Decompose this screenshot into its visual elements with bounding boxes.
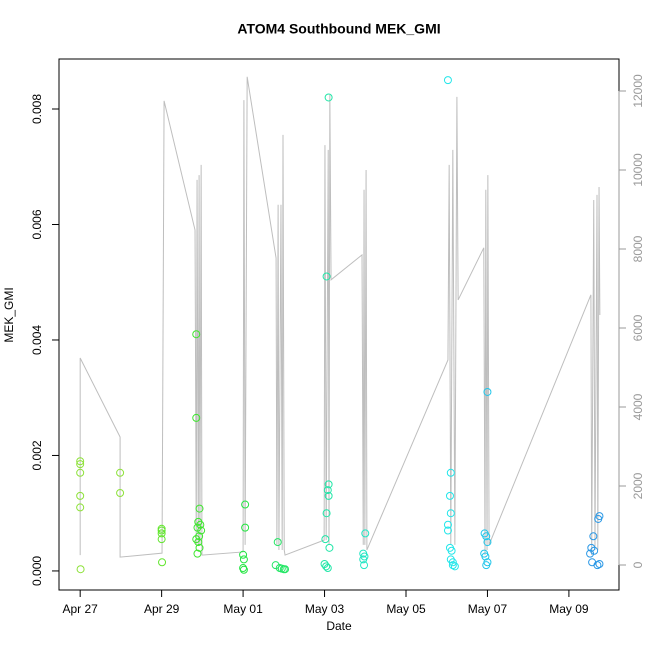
scatter-point xyxy=(360,561,369,570)
y2-tick-label: 12000 xyxy=(631,74,645,108)
scatter-point xyxy=(76,565,85,574)
x-tick-label: Apr 29 xyxy=(144,602,180,616)
scatter-point xyxy=(595,560,604,569)
scatter-point xyxy=(445,491,454,500)
scatter-point xyxy=(323,564,332,573)
x-tick-label: Apr 27 xyxy=(62,602,98,616)
scatter-point xyxy=(594,514,603,523)
scatter-point xyxy=(157,526,166,535)
scatter-point xyxy=(322,562,331,571)
scatter-point xyxy=(157,529,166,538)
scatter-point xyxy=(446,509,455,518)
scatter-point xyxy=(76,460,85,469)
y-tick-label: 0.000 xyxy=(30,556,44,586)
y-tick-label: 0.006 xyxy=(30,209,44,239)
x-tick-label: May 05 xyxy=(386,602,426,616)
scatter-point xyxy=(195,504,204,513)
scatter-point xyxy=(239,565,248,574)
scatter-point xyxy=(158,558,167,567)
scatter-point xyxy=(482,532,491,541)
scatter-point xyxy=(239,555,248,564)
scatter-point xyxy=(76,491,85,500)
scatter-point xyxy=(273,538,282,547)
y2-tick-label: 8000 xyxy=(631,235,645,262)
scatter-point xyxy=(322,272,331,281)
scatter-point xyxy=(443,520,452,529)
scatter-point xyxy=(324,491,333,500)
scatter-point xyxy=(321,535,330,544)
scatter-point xyxy=(590,546,599,555)
x-tick-label: May 01 xyxy=(223,602,263,616)
plot-frame xyxy=(58,58,620,591)
scatter-point xyxy=(193,549,202,558)
scatter-point xyxy=(361,529,370,538)
scatter-point xyxy=(241,523,250,532)
y2-tick-label: 6000 xyxy=(631,314,645,341)
y-tick-label: 0.008 xyxy=(30,94,44,124)
y-tick-label: 0.004 xyxy=(30,325,44,355)
x-tick-label: May 09 xyxy=(549,602,589,616)
scatter-point xyxy=(281,565,290,574)
scatter-point xyxy=(157,535,166,544)
scatter-point xyxy=(192,330,201,339)
y2-tick-label: 2000 xyxy=(631,472,645,499)
scatter-point xyxy=(322,509,331,518)
x-tick-label: May 03 xyxy=(305,602,345,616)
y2-tick-label: 10000 xyxy=(631,153,645,187)
y-axis-label: MEK_GMI xyxy=(2,287,16,342)
scatter-point xyxy=(196,520,205,529)
scatter-point xyxy=(359,555,368,564)
scatter-point xyxy=(239,550,248,559)
y2-tick-label: 4000 xyxy=(631,393,645,420)
scatter-point xyxy=(323,486,332,495)
y2-tick-label: 0 xyxy=(631,561,645,568)
scatter-point xyxy=(76,468,85,477)
scatter-point xyxy=(325,543,334,552)
scatter-point xyxy=(76,457,85,466)
x-tick-label: May 07 xyxy=(468,602,508,616)
scatter-point xyxy=(588,558,597,567)
y-tick-label: 0.002 xyxy=(30,440,44,470)
scatter-point xyxy=(76,503,85,512)
scatter-point xyxy=(194,538,203,547)
scatter-point xyxy=(116,488,125,497)
scatter-point xyxy=(447,546,456,555)
scatter-point xyxy=(586,549,595,558)
scatter-point xyxy=(192,413,201,422)
scatter-point xyxy=(324,93,333,102)
scatter-point xyxy=(589,532,598,541)
scatter-point xyxy=(587,543,596,552)
scatter-point xyxy=(197,526,206,535)
x-axis-label: Date xyxy=(326,619,352,633)
scatter-point xyxy=(324,480,333,489)
scatter-point xyxy=(443,76,452,85)
line-series xyxy=(79,76,601,558)
scatter-point xyxy=(448,561,457,570)
scatter-point xyxy=(241,500,250,509)
scatter-point xyxy=(443,526,452,535)
scatter-point xyxy=(593,561,602,570)
scatter-point xyxy=(195,532,204,541)
scatter-point xyxy=(450,562,459,571)
scatter-point xyxy=(195,543,204,552)
scatter-point xyxy=(482,561,491,570)
scatter-point xyxy=(446,468,455,477)
scatter-point xyxy=(483,538,492,547)
scatter-point xyxy=(271,561,280,570)
scatter-point xyxy=(116,468,125,477)
scatter-point xyxy=(481,552,490,561)
chart-title: ATOM4 Southbound MEK_GMI xyxy=(237,21,440,37)
scatter-point xyxy=(448,558,457,567)
scatter-point xyxy=(483,387,492,396)
